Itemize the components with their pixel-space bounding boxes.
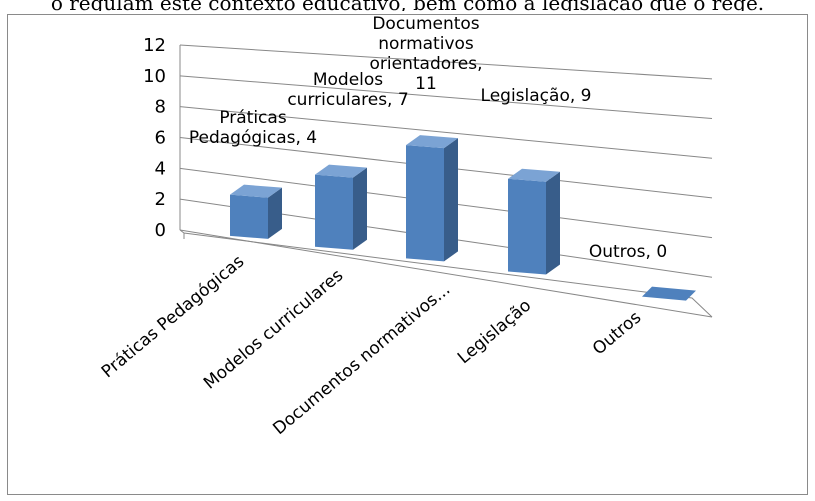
gridline [179, 106, 713, 159]
bar-top [508, 168, 560, 182]
y-tick-label: 12 [143, 35, 166, 56]
bar [642, 286, 696, 301]
bar [508, 178, 546, 275]
bar-side [444, 138, 458, 262]
bar-side [353, 167, 367, 250]
y-tick-label: 8 [155, 97, 166, 118]
bar-side [546, 171, 560, 275]
data-label: Documentos normativos orientadores, 11 [370, 15, 483, 94]
data-label: Legislação, 9 [481, 86, 592, 106]
bar [315, 174, 353, 250]
bar-side [268, 187, 282, 239]
bar-top [230, 184, 282, 198]
gridline [179, 75, 713, 120]
data-label: Modelos curriculares, 7 [287, 70, 408, 110]
floor-edge [179, 229, 713, 318]
chart-frame: 0 2 4 6 8 10 12 Práticas Pedagógicas, 4 Modelos cu… [7, 14, 808, 495]
bar [230, 194, 268, 239]
data-label: Outros, 0 [589, 242, 667, 262]
gridline [179, 229, 713, 318]
y-tick-label: 10 [143, 66, 166, 87]
y-tick-label: 4 [155, 158, 166, 179]
top-caption: o regulam este contexto educativo, bem c… [0, 0, 815, 11]
data-label: Práticas Pedagógicas, 4 [189, 108, 317, 148]
bar [406, 145, 444, 262]
gridline [179, 44, 713, 80]
x-tick-label: Legislação [454, 296, 535, 369]
bar-top [406, 135, 458, 149]
y-tick-label: 6 [155, 128, 166, 149]
bar-top [315, 164, 367, 178]
y-tick-label: 2 [155, 189, 166, 210]
y-tick-label: 0 [155, 220, 166, 241]
x-tick-label: Outros [589, 307, 645, 359]
